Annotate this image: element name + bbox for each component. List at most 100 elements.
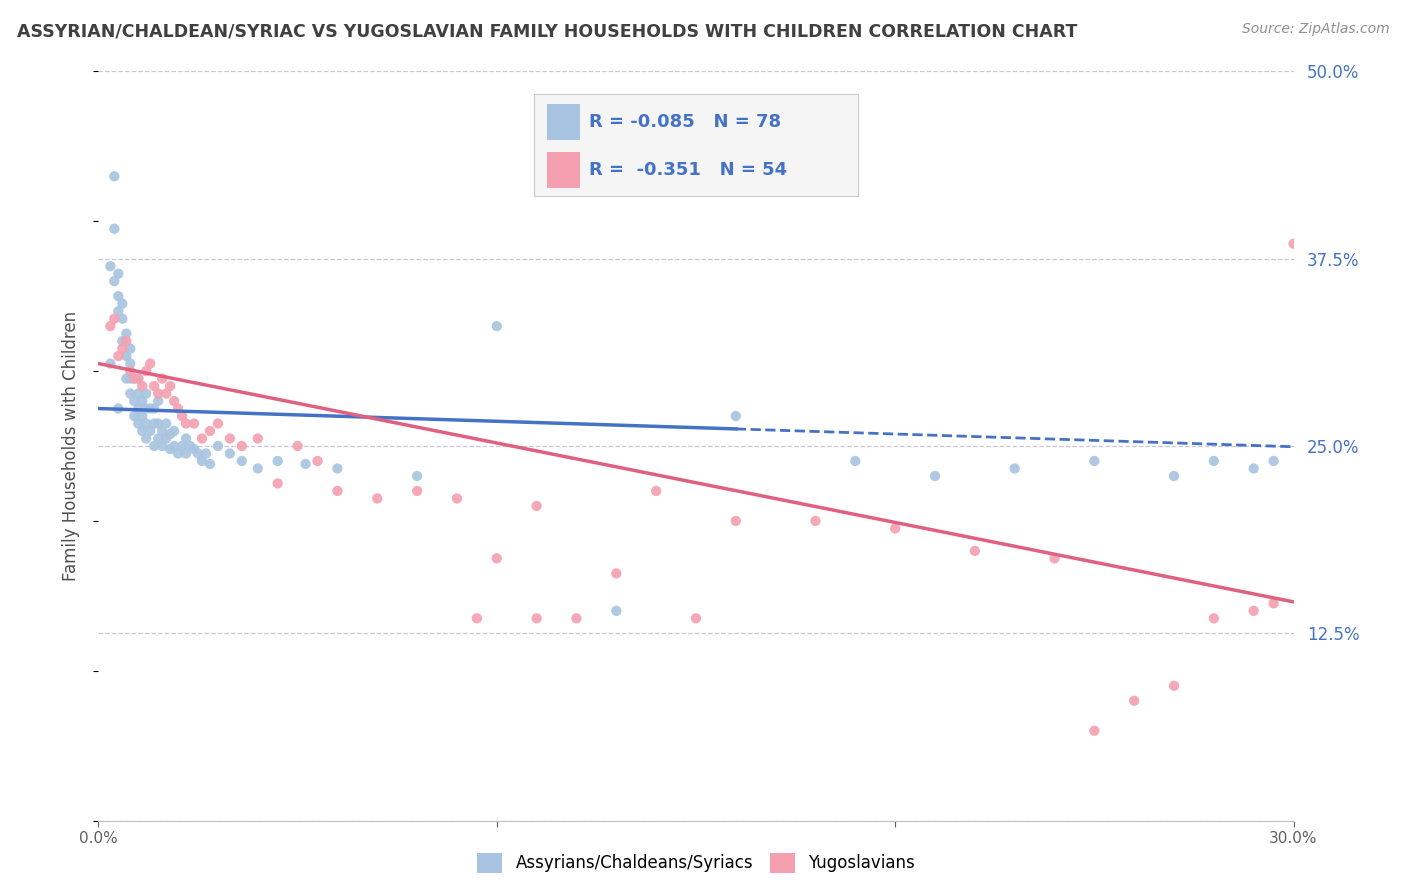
Point: [124, 371, 146, 385]
Point: [150, 439, 173, 453]
Point: [267, 476, 290, 491]
Point: [267, 454, 290, 468]
Point: [127, 401, 149, 416]
Point: [1263, 454, 1285, 468]
Point: [1243, 604, 1265, 618]
Point: [111, 334, 134, 348]
Point: [1083, 723, 1105, 738]
Point: [231, 454, 253, 468]
Point: [246, 461, 269, 475]
Point: [195, 446, 218, 460]
Point: [605, 604, 627, 618]
Point: [135, 401, 157, 416]
Point: [98, 259, 122, 273]
Point: [103, 221, 125, 235]
Point: [159, 427, 181, 442]
Point: [724, 514, 747, 528]
Point: [884, 521, 907, 535]
Point: [111, 296, 134, 310]
Point: [207, 417, 229, 431]
Point: [107, 304, 129, 318]
Point: [1243, 461, 1265, 475]
Point: [148, 417, 170, 431]
Point: [107, 401, 129, 416]
Point: [120, 357, 142, 371]
Point: [124, 409, 146, 423]
Point: [103, 274, 125, 288]
Point: [107, 267, 129, 281]
Point: [198, 424, 221, 438]
Point: [131, 409, 153, 423]
Point: [98, 357, 122, 371]
Point: [1123, 694, 1146, 708]
Point: [124, 394, 146, 409]
Point: [135, 364, 157, 378]
Text: R =  -0.351   N = 54: R = -0.351 N = 54: [589, 161, 787, 179]
Point: [485, 319, 508, 334]
Point: [294, 457, 316, 471]
Point: [120, 386, 142, 401]
Point: [167, 446, 190, 460]
Point: [406, 469, 429, 483]
Point: [526, 499, 548, 513]
Point: [155, 386, 177, 401]
Point: [139, 424, 162, 438]
Point: [231, 439, 253, 453]
Point: [307, 454, 329, 468]
Point: [565, 611, 588, 625]
Point: [446, 491, 468, 506]
Point: [135, 432, 157, 446]
Point: [963, 544, 986, 558]
Point: [287, 439, 309, 453]
Point: [127, 371, 149, 385]
Point: [103, 169, 125, 184]
Point: [143, 379, 166, 393]
Bar: [547, 153, 579, 188]
Point: [174, 417, 197, 431]
Point: [1263, 596, 1285, 610]
Text: Source: ZipAtlas.com: Source: ZipAtlas.com: [1241, 22, 1389, 37]
Point: [605, 566, 627, 581]
Point: [645, 483, 668, 498]
Point: [1163, 469, 1185, 483]
Point: [127, 417, 149, 431]
Point: [150, 371, 173, 385]
Point: [98, 319, 122, 334]
Point: [924, 469, 946, 483]
Point: [120, 364, 142, 378]
Point: [143, 401, 166, 416]
Point: [191, 454, 214, 468]
Point: [1163, 679, 1185, 693]
Point: [163, 439, 186, 453]
Point: [685, 611, 707, 625]
Point: [219, 432, 242, 446]
Point: [131, 379, 153, 393]
Point: [167, 401, 190, 416]
Point: [326, 483, 349, 498]
Point: [120, 371, 142, 385]
Bar: [547, 104, 579, 140]
Legend: Assyrians/Chaldeans/Syriacs, Yugoslavians: Assyrians/Chaldeans/Syriacs, Yugoslavian…: [471, 847, 921, 880]
Point: [111, 342, 134, 356]
Point: [172, 409, 194, 423]
Point: [326, 461, 349, 475]
Point: [115, 371, 138, 385]
Point: [159, 379, 181, 393]
Point: [1202, 454, 1225, 468]
Point: [1083, 454, 1105, 468]
Point: [159, 442, 181, 456]
Point: [172, 439, 194, 453]
Point: [198, 457, 221, 471]
Point: [115, 349, 138, 363]
Point: [804, 514, 827, 528]
Point: [187, 446, 209, 460]
Point: [163, 424, 186, 438]
Point: [131, 424, 153, 438]
Point: [135, 386, 157, 401]
Point: [148, 394, 170, 409]
Point: [366, 491, 388, 506]
Point: [120, 342, 142, 356]
Point: [131, 394, 153, 409]
Text: R = -0.085   N = 78: R = -0.085 N = 78: [589, 113, 782, 131]
Point: [148, 432, 170, 446]
